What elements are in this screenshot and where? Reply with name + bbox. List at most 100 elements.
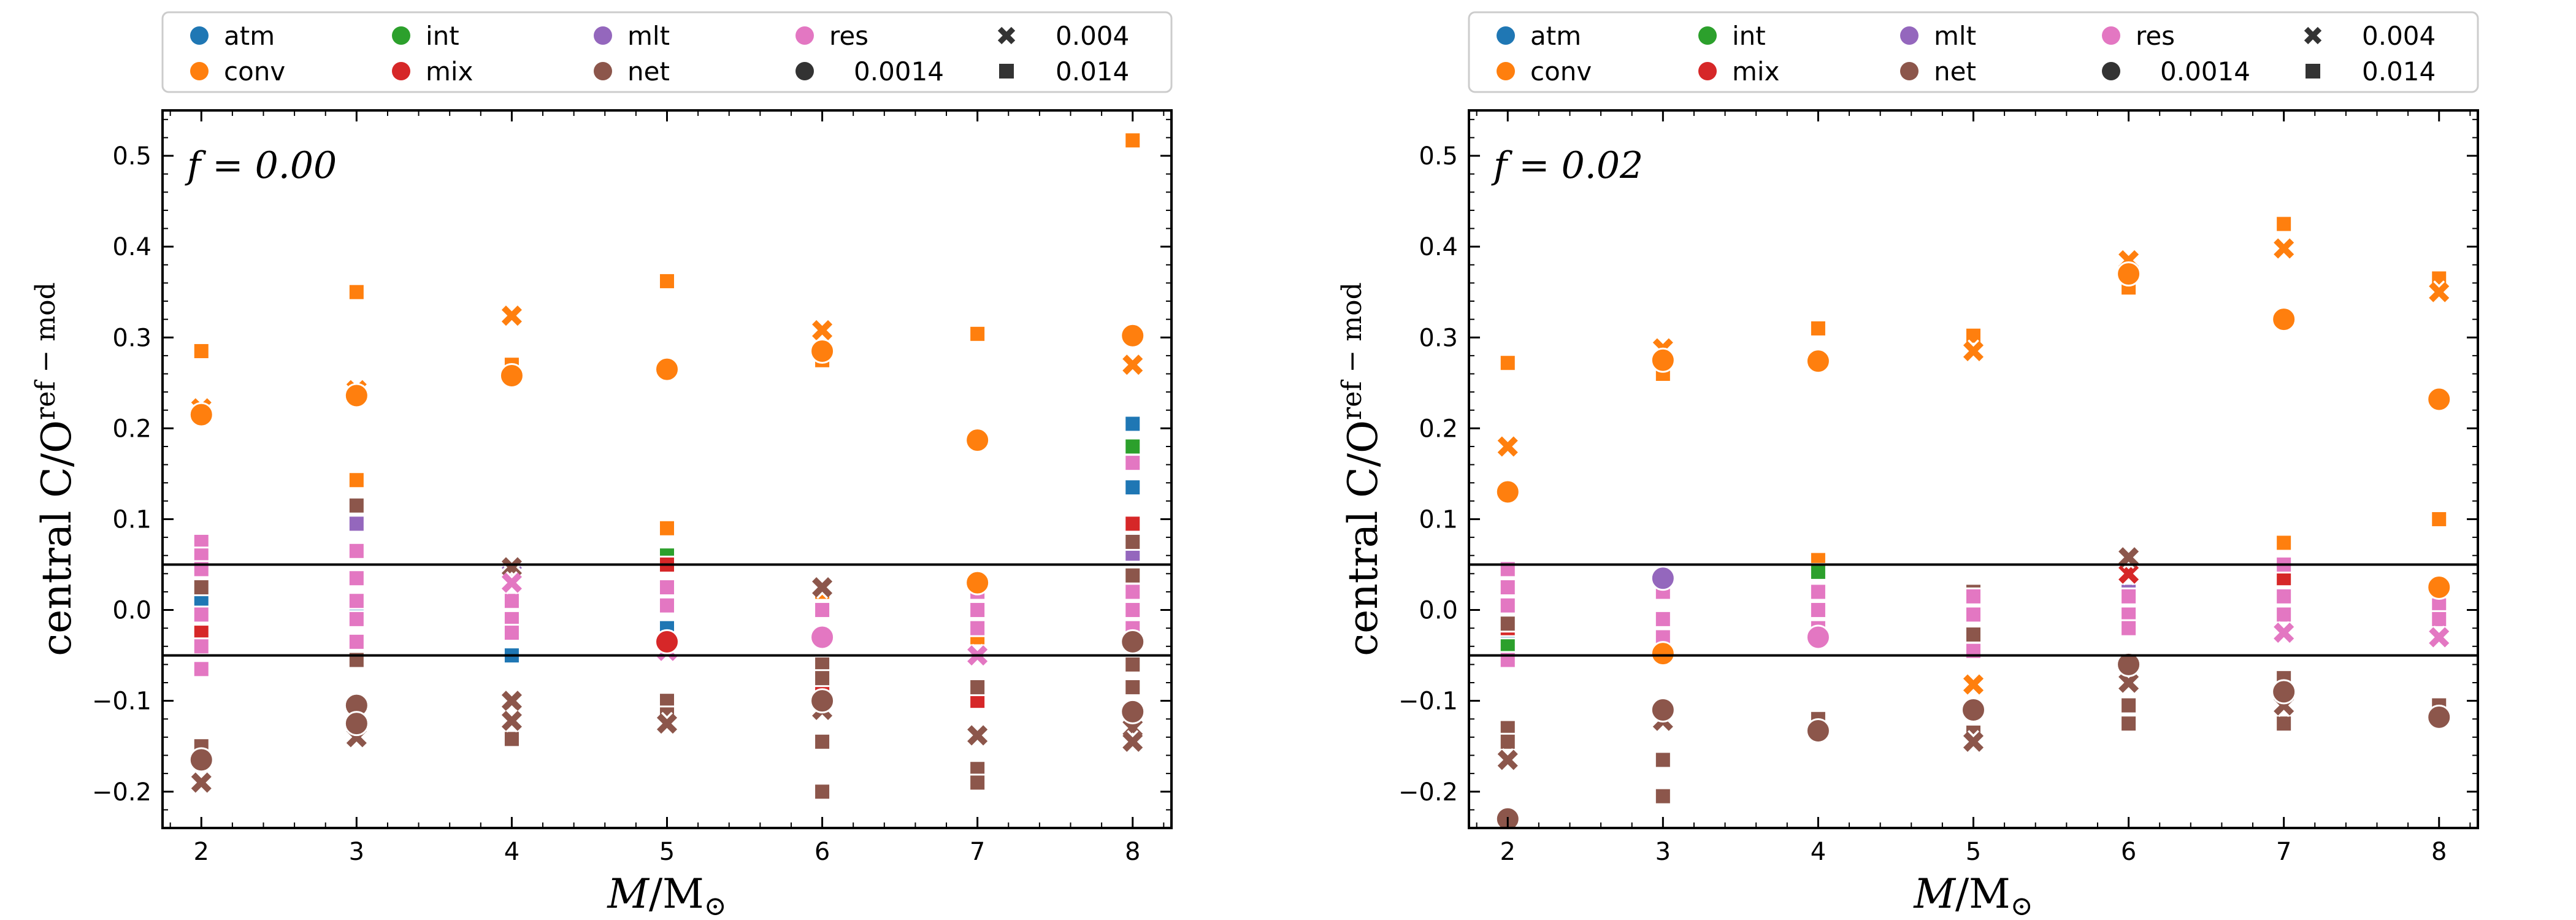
x-tick-label: 8 xyxy=(1125,838,1140,866)
point-conv-0-004 xyxy=(1961,672,1985,697)
data-points xyxy=(1495,215,2452,828)
legend-marker xyxy=(190,62,209,80)
legend-label: conv xyxy=(1530,56,1592,86)
point-res-0-014 xyxy=(192,660,210,678)
legend-item-net: net xyxy=(1900,56,1976,86)
panel-label-right: f = 0.02 xyxy=(1491,144,1643,187)
legend-item-0-014: 0.014 xyxy=(999,56,1129,86)
legend-label: net xyxy=(627,56,670,86)
point-net-0-014 xyxy=(1498,615,1517,633)
legend-marker xyxy=(795,26,814,45)
legend-label: atm xyxy=(224,21,275,51)
point-net-0-0014 xyxy=(1120,699,1146,724)
y-tick-label: 0.3 xyxy=(1419,324,1458,352)
point-res-0-014 xyxy=(1498,596,1517,615)
point-net-0-014 xyxy=(813,783,832,801)
legend-marker xyxy=(795,62,814,80)
point-conv-0-014 xyxy=(347,471,366,489)
legend-marker xyxy=(1900,26,1919,45)
point-conv-0-014 xyxy=(2430,510,2448,528)
legend-label: net xyxy=(1934,56,1976,86)
legend-label: 0.0014 xyxy=(854,56,944,86)
point-conv-0-0014 xyxy=(965,570,991,596)
x-tick-label: 7 xyxy=(970,838,985,866)
point-res-0-014 xyxy=(347,542,366,560)
plot-area-left: 2 3 4 5 6 7 8 −0.2 −0.1 0.0 0.1 0.2 0.3 0.4 0.5 xyxy=(92,109,1173,866)
x-tick-label: 6 xyxy=(815,838,830,866)
point-int-0-014 xyxy=(1124,437,1142,456)
point-conv-0-0014 xyxy=(965,427,991,453)
legend-item-res: res xyxy=(2102,21,2175,51)
legend-left: atm conv int mix mlt net res 0.0014 0.004 0.014 xyxy=(161,11,1173,93)
y-tick-label: 0.1 xyxy=(112,505,151,534)
point-int-0-014 xyxy=(1809,562,1827,581)
point-conv-0-004 xyxy=(2272,237,2296,261)
legend-marker xyxy=(1698,62,1717,80)
panel-label-left: f = 0.00 xyxy=(185,144,337,187)
point-res-0-014 xyxy=(2275,587,2293,605)
point-res-0-014 xyxy=(1498,578,1517,597)
point-net-0-014 xyxy=(2120,696,2138,715)
point-conv-0-0014 xyxy=(810,338,835,364)
x-tick-label: 3 xyxy=(1655,838,1671,866)
point-conv-0-014 xyxy=(347,283,366,301)
point-conv-0-014 xyxy=(658,519,676,537)
point-net-0-014 xyxy=(813,732,832,751)
point-conv-0-0014 xyxy=(1650,347,1676,373)
y-tick-label: 0.4 xyxy=(1419,233,1458,261)
legend-marker xyxy=(2102,62,2120,80)
point-conv-0-0014 xyxy=(2271,307,2297,332)
y-axis-label-right: central C/Oref − mod xyxy=(1336,282,1387,656)
point-net-0-014 xyxy=(813,669,832,688)
legend-label: int xyxy=(426,21,459,51)
legend-marker xyxy=(2306,64,2320,79)
point-conv-0-014 xyxy=(1809,319,1827,337)
legend-marker xyxy=(392,26,410,45)
legend-marker xyxy=(1497,26,1515,45)
point-res-0-014 xyxy=(2275,605,2293,624)
point-conv-0-014 xyxy=(1124,131,1142,150)
legend-label: mlt xyxy=(627,21,670,51)
point-net-0-014 xyxy=(347,496,366,515)
point-atm-0-014 xyxy=(1124,478,1142,497)
y-tick-label: 0.2 xyxy=(112,415,151,443)
legend-label: conv xyxy=(224,56,285,86)
panel-right: atm conv int mix mlt net res 0.0014 0.004 0.014 2… xyxy=(1336,11,2479,920)
y-tick-label: 0.5 xyxy=(1419,142,1458,171)
legend-item-conv: conv xyxy=(190,56,285,86)
point-res-0-014 xyxy=(1809,583,1827,601)
point-net-0-014 xyxy=(1654,787,1672,805)
point-net-0-014 xyxy=(192,578,210,597)
x-tick-label: 7 xyxy=(2276,838,2291,866)
legend-item-res: res xyxy=(795,21,868,51)
legend-marker xyxy=(594,62,612,80)
point-conv-0-014 xyxy=(658,272,676,290)
legend-label: 0.014 xyxy=(1056,56,1129,86)
y-tick-label: −0.2 xyxy=(1398,778,1458,807)
point-res-0-014 xyxy=(2120,587,2138,605)
point-net-0-0014 xyxy=(1961,697,1986,723)
point-net-0-014 xyxy=(2120,715,2138,733)
legend-right: atm conv int mix mlt net res 0.0014 0.004 0.014 xyxy=(1468,11,2479,93)
point-res-0-014 xyxy=(192,637,210,656)
point-res-0-014 xyxy=(968,601,987,619)
legend-label: 0.004 xyxy=(2362,21,2436,51)
legend-item-0-0014: 0.0014 xyxy=(2102,56,2250,86)
y-tick-label: 0.1 xyxy=(1419,505,1458,534)
legend-marker xyxy=(1900,62,1919,80)
legend-item-0-004: 0.004 xyxy=(997,21,1129,51)
y-tick-label: 0.3 xyxy=(112,324,151,352)
point-net-0-004 xyxy=(965,723,989,747)
point-res-0-014 xyxy=(813,601,832,619)
point-conv-0-014 xyxy=(192,342,210,360)
legend-item-0-014: 0.014 xyxy=(2306,56,2436,86)
x-tick-label: 4 xyxy=(1811,838,1826,866)
point-res-0-014 xyxy=(1809,601,1827,619)
legend-item-0-0014: 0.0014 xyxy=(795,56,944,86)
point-conv-0-0014 xyxy=(2116,261,2142,287)
point-net-0-004 xyxy=(1121,730,1144,754)
point-res-0-014 xyxy=(347,592,366,610)
legend-item-mlt: mlt xyxy=(594,21,670,51)
legend-item-mlt: mlt xyxy=(1900,21,1976,51)
point-conv-0-014 xyxy=(1498,354,1517,372)
